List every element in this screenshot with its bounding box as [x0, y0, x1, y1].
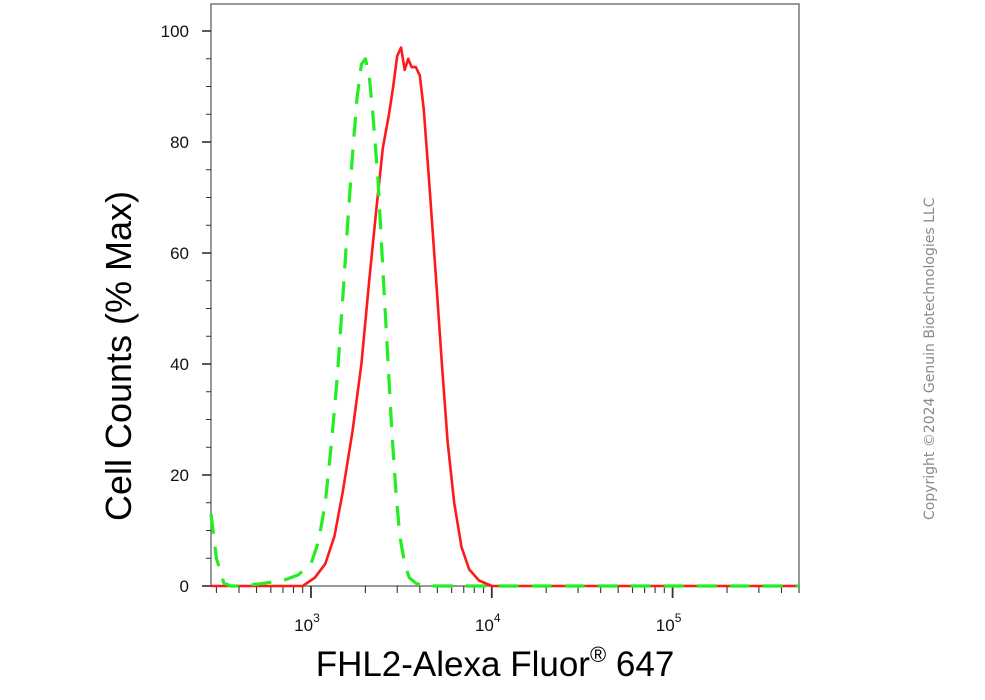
- axis-ticks: [202, 30, 800, 598]
- x-axis-label-tail: 647: [606, 645, 674, 684]
- series-line-2: [209, 57, 799, 588]
- y-tick-label: 0: [180, 577, 189, 596]
- axis-tick-labels: 0 20 40 60 80 100 103 104 105: [161, 22, 682, 635]
- y-tick-label: 100: [161, 22, 189, 41]
- x-tick-label: 104: [475, 611, 501, 635]
- y-tick-label: 80: [170, 133, 189, 152]
- x-axis-label-main: FHL2-Alexa Fluor: [316, 645, 591, 684]
- y-tick-label: 40: [170, 355, 189, 374]
- x-axis-label-registered: ®: [590, 642, 606, 667]
- y-tick-label: 60: [170, 244, 189, 263]
- x-tick-label: 105: [656, 611, 682, 635]
- series-line-1: [211, 46, 799, 588]
- y-axis-label: Cell Counts (% Max): [98, 191, 139, 521]
- copyright-notice: Copyright ©2024 Genuin Biotechnologies L…: [922, 197, 938, 521]
- x-axis-label: FHL2-Alexa Fluor® 647: [316, 642, 675, 684]
- y-tick-label: 20: [170, 466, 189, 485]
- plot-frame: [210, 3, 800, 587]
- series-layer: [209, 46, 799, 588]
- x-tick-label: 103: [294, 611, 320, 635]
